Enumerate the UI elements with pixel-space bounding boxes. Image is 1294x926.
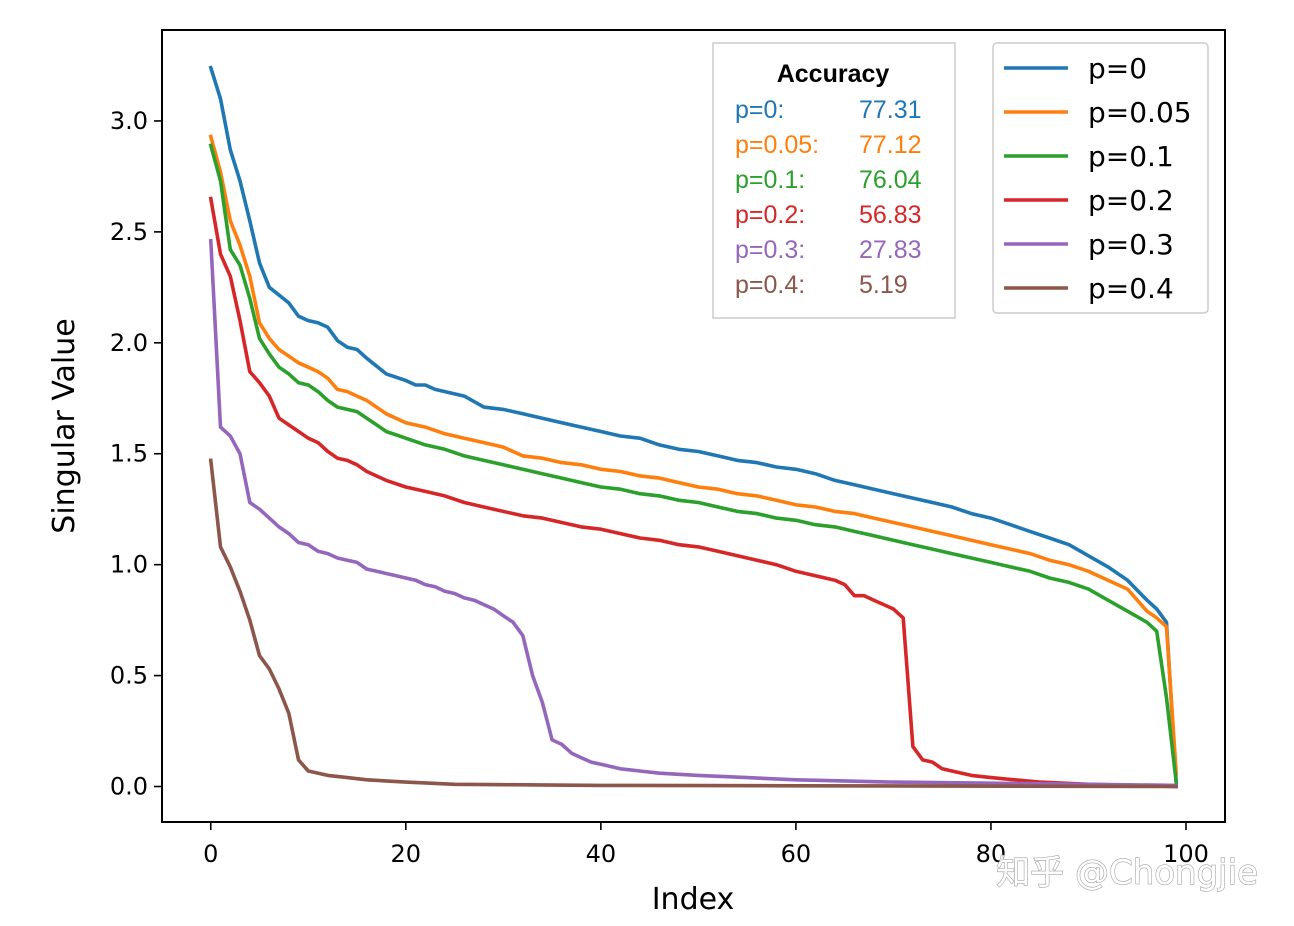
y-tick-label: 0.5 bbox=[110, 662, 148, 690]
accuracy-row-label: p=0: bbox=[735, 96, 784, 124]
accuracy-row-label: p=0.05: bbox=[735, 131, 819, 159]
legend-label: p=0.1 bbox=[1088, 140, 1174, 173]
legend-label: p=0.2 bbox=[1088, 184, 1174, 217]
x-tick-label: 0 bbox=[203, 840, 218, 868]
series-line-3 bbox=[208, 196, 1179, 789]
series-lines bbox=[208, 65, 1179, 789]
accuracy-row-value: 76.04 bbox=[859, 166, 922, 194]
accuracy-row-value: 5.19 bbox=[859, 271, 908, 299]
y-tick-label: 2.0 bbox=[110, 329, 148, 357]
watermark: 知乎 @Chongjie bbox=[996, 853, 1258, 893]
y-tick-label: 2.5 bbox=[110, 218, 148, 246]
legend-entries: p=0 p=0.05 p=0.1 p=0.2 p=0.3 p=0.4 bbox=[1004, 52, 1192, 305]
series-line-0 bbox=[208, 65, 1179, 785]
legend: p=0 p=0.05 p=0.1 p=0.2 p=0.3 p=0.4 bbox=[992, 42, 1209, 314]
y-axis-label: Singular Value bbox=[47, 318, 82, 533]
y-axis-ticks: 0.0 0.5 1.0 1.5 2.0 2.5 3.0 bbox=[110, 107, 162, 801]
accuracy-row-value: 77.31 bbox=[859, 96, 922, 124]
x-tick-label: 40 bbox=[586, 840, 617, 868]
x-axis-label: Index bbox=[652, 882, 735, 917]
accuracy-row-label: p=0.3: bbox=[735, 236, 805, 264]
accuracy-row-value: 77.12 bbox=[859, 131, 922, 159]
y-tick-label: 1.0 bbox=[110, 551, 148, 579]
accuracy-row-value: 27.83 bbox=[859, 236, 922, 264]
series-line-4 bbox=[208, 238, 1179, 788]
x-tick-label: 60 bbox=[781, 840, 812, 868]
x-axis-ticks: 0 20 40 60 80 100 bbox=[203, 822, 1209, 868]
accuracy-row-label: p=0.4: bbox=[735, 271, 805, 299]
x-tick-label: 20 bbox=[391, 840, 422, 868]
accuracy-title: Accuracy bbox=[777, 60, 890, 88]
y-tick-label: 0.0 bbox=[110, 773, 148, 801]
accuracy-rows: p=0: 77.31 p=0.05: 77.12 p=0.1: 76.04 p=0.2: 56… bbox=[735, 96, 922, 299]
legend-label: p=0.05 bbox=[1088, 96, 1192, 129]
accuracy-row-value: 56.83 bbox=[859, 201, 922, 229]
accuracy-box-frame bbox=[712, 42, 956, 319]
series-line-2 bbox=[208, 143, 1179, 785]
accuracy-box: Accuracy p=0: 77.31 p=0.05: 77.12 p=0.1: 76.0… bbox=[712, 42, 956, 319]
x-tick-label: 80 bbox=[976, 840, 1007, 868]
y-tick-label: 3.0 bbox=[110, 107, 148, 135]
accuracy-row-label: p=0.2: bbox=[735, 201, 805, 229]
y-tick-label: 1.5 bbox=[110, 440, 148, 468]
legend-label: p=0.3 bbox=[1088, 228, 1174, 261]
series-line-5 bbox=[208, 458, 1179, 789]
series-line-1 bbox=[208, 134, 1179, 776]
legend-label: p=0.4 bbox=[1088, 272, 1174, 305]
x-tick-label: 100 bbox=[1163, 840, 1209, 868]
plot-frame bbox=[161, 29, 1226, 823]
accuracy-row-label: p=0.1: bbox=[735, 166, 805, 194]
legend-label: p=0 bbox=[1088, 52, 1147, 85]
